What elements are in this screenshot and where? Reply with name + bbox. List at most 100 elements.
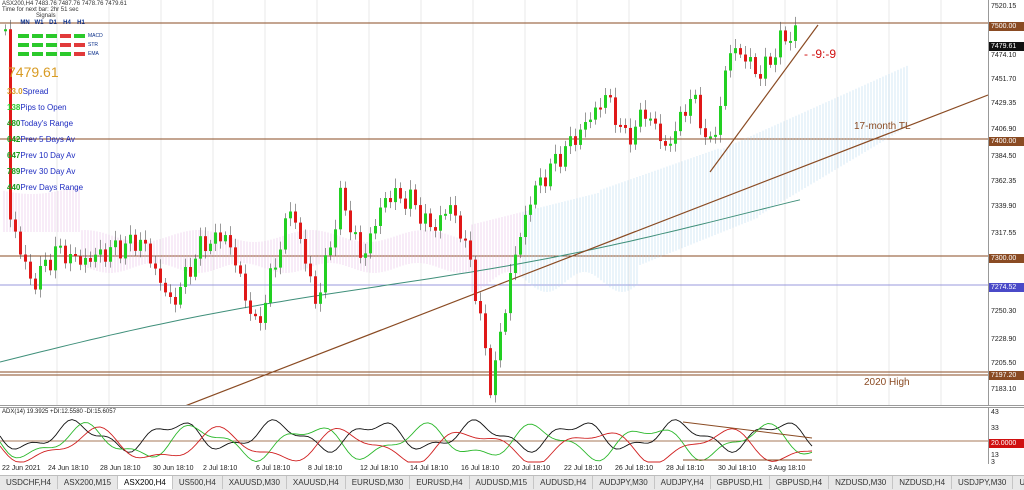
pane-divider[interactable] — [0, 405, 1024, 406]
chart-tab[interactable]: USDC — [1013, 476, 1024, 489]
candle-body — [599, 107, 602, 110]
price-tick-label: 7520.15 — [991, 3, 1017, 10]
chart-tab[interactable]: XAUUSD,M30 — [223, 476, 287, 489]
candle-body — [494, 360, 497, 396]
chart-tab[interactable]: AUDUSD,H4 — [534, 476, 594, 489]
candle-body — [34, 278, 37, 290]
candle-body — [69, 254, 72, 264]
chart-tabs-bar: USDCHF,H4 ASX200,M15 ASX200,H4 US500,H4 XAUU… — [0, 475, 1024, 490]
candle-body — [214, 232, 217, 244]
stat-label: Prev 5 Days Av — [20, 135, 75, 144]
candle-body — [649, 118, 652, 121]
time-axis-label: 22 Jun 2021 — [2, 465, 41, 472]
candle-body — [84, 257, 87, 265]
candle-body — [224, 235, 227, 242]
candle-body — [719, 105, 722, 135]
price-tick-label: 7451.70 — [991, 76, 1017, 83]
chart-tab[interactable]: EURUSD,M30 — [346, 476, 411, 489]
chart-tab[interactable]: AUDJPY,M30 — [593, 476, 655, 489]
candle-body — [769, 56, 772, 65]
candle-body — [159, 268, 162, 283]
signal-timeframe-label: MN — [20, 20, 30, 26]
candle-body — [19, 231, 22, 255]
candle-body — [64, 245, 67, 264]
candle-body — [679, 111, 682, 132]
candle-body — [14, 219, 17, 232]
candle-body — [279, 249, 282, 268]
chart-tab[interactable]: US500,H4 — [173, 476, 223, 489]
candle-body — [464, 238, 467, 241]
time-axis-label: 3 Aug 18:10 — [768, 465, 806, 472]
candle-body — [439, 215, 442, 231]
price-tick-label: 7362.35 — [991, 178, 1017, 185]
candle-body — [189, 266, 192, 277]
candle-body — [374, 225, 377, 234]
candle-body — [204, 236, 207, 252]
candle-body — [149, 243, 152, 264]
candle-body — [604, 95, 607, 108]
adx-tick-label: 13 — [991, 452, 999, 459]
candle-body — [9, 29, 12, 220]
chart-tab[interactable]: XAUUSD,H4 — [287, 476, 346, 489]
chart-tab[interactable]: USDCHF,H4 — [0, 476, 58, 489]
candle-body — [414, 189, 417, 206]
price-tick-label: 7183.10 — [991, 386, 1017, 393]
candle-body — [684, 111, 687, 116]
signal-indicator — [32, 43, 43, 47]
price-level-box: 7479.61 — [989, 42, 1024, 51]
price-chart-canvas[interactable] — [0, 0, 988, 405]
candle-body — [164, 282, 167, 293]
stat-value: 642 — [7, 135, 21, 144]
trendline-17-month — [185, 94, 988, 405]
candle-body — [794, 25, 797, 41]
candle-body — [254, 313, 257, 317]
moving-average-line — [0, 199, 801, 363]
adx-scale: 43 33 20.0000 13 3 — [988, 408, 1024, 466]
price-level-box: 7500.00 — [989, 22, 1024, 31]
price-tick-label: 7384.50 — [991, 153, 1017, 160]
chart-tab[interactable]: ASX200,H4 — [118, 476, 173, 489]
candle-body — [629, 127, 632, 145]
chart-tab[interactable]: USDJPY,M30 — [952, 476, 1014, 489]
adx-plus-di-line — [0, 422, 813, 462]
candle-body — [504, 313, 507, 332]
price-scale[interactable]: 7520.15 7474.10 7451.70 7429.35 7406.90 7384.… — [988, 0, 1024, 405]
candle-body — [609, 95, 612, 98]
chart-tab[interactable]: NZDUSD,H4 — [893, 476, 953, 489]
signal-timeframe-label: H1 — [77, 20, 85, 26]
chart-tab[interactable]: GBPUSD,H1 — [711, 476, 770, 489]
time-axis-label: 30 Jul 18:10 — [718, 465, 757, 472]
stat-line: 138Pips to Open — [7, 103, 67, 112]
candle-body — [514, 254, 517, 273]
candle-body — [299, 222, 302, 239]
chart-tab[interactable]: AUDJPY,H4 — [655, 476, 711, 489]
stat-label: Spread — [22, 87, 49, 96]
candle-body — [419, 205, 422, 224]
chart-tab[interactable]: EURUSD,H4 — [410, 476, 470, 489]
candle-body — [404, 198, 407, 209]
chart-tab[interactable]: NZDUSD,M30 — [829, 476, 894, 489]
adx-divergence-line — [682, 421, 813, 439]
candle-body — [524, 214, 527, 238]
pane-divider-lower — [0, 407, 1024, 408]
candle-body — [474, 259, 477, 302]
candle-body — [294, 211, 297, 223]
time-axis-label: 28 Jun 18:10 — [100, 465, 141, 472]
candle-body — [394, 188, 397, 203]
chart-tab[interactable]: AUDUSD,M15 — [470, 476, 535, 489]
candle-body — [124, 243, 127, 259]
signal-indicator — [60, 43, 71, 47]
adx-indicator-pane[interactable] — [0, 408, 988, 464]
candle-body — [274, 267, 277, 270]
chart-tab[interactable]: GBPUSD,H4 — [770, 476, 830, 489]
chart-tab[interactable]: ASX200,M15 — [58, 476, 119, 489]
candle-body — [564, 146, 567, 167]
candle-body — [544, 177, 547, 187]
stat-value: 480 — [7, 119, 21, 128]
signal-indicator — [60, 52, 71, 56]
candle-body — [714, 134, 717, 137]
main-chart-pane[interactable] — [0, 0, 988, 405]
adx-tick-label: 33 — [991, 425, 999, 432]
candle-body — [534, 185, 537, 205]
candle-body — [479, 301, 482, 314]
